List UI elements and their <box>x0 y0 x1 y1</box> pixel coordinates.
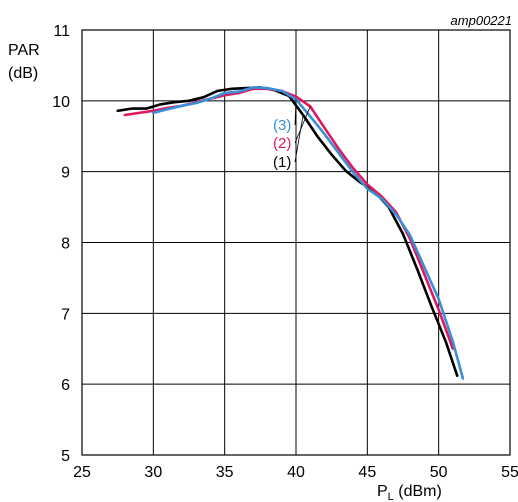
y-tick-label: 6 <box>61 377 70 394</box>
plot-frame <box>81 29 511 456</box>
y-tick-label: 8 <box>61 236 70 253</box>
series-group <box>116 86 465 380</box>
x-tick-label: 45 <box>358 464 376 481</box>
y-tick-label: 7 <box>61 306 70 323</box>
label-leaders <box>294 99 311 163</box>
y-tick-label: 10 <box>52 94 70 111</box>
y-tick-label: 11 <box>53 23 70 40</box>
x-tick-label: 30 <box>144 464 162 481</box>
series-1-label: (1) <box>273 154 291 171</box>
grid <box>82 30 510 455</box>
x-tick-label: 35 <box>216 464 234 481</box>
y-tick-label: 9 <box>61 165 70 182</box>
leader-2 <box>294 106 311 144</box>
x-tick-label: 50 <box>430 464 448 481</box>
leader-3 <box>294 99 297 126</box>
x-tick-label: 55 <box>501 464 518 481</box>
y-axis-label-line2: (dB) <box>8 65 38 82</box>
x-axis-label-main: P <box>377 483 388 500</box>
x-tick-label: 40 <box>287 464 305 481</box>
x-tick-label: 25 <box>73 464 91 481</box>
series-line-3 <box>152 86 465 380</box>
x-axis-label-sub: L <box>388 491 394 502</box>
y-tick-label: 5 <box>61 448 70 465</box>
series-2-label: (2) <box>273 135 291 152</box>
x-axis-label: PL (dBm) <box>377 483 442 502</box>
reference-code: amp00221 <box>451 13 512 28</box>
x-axis-label-unit: (dBm) <box>394 483 442 500</box>
leader-1 <box>294 114 304 163</box>
y-axis-label-line1: PAR <box>8 42 40 59</box>
series-3-label: (3) <box>273 117 291 134</box>
